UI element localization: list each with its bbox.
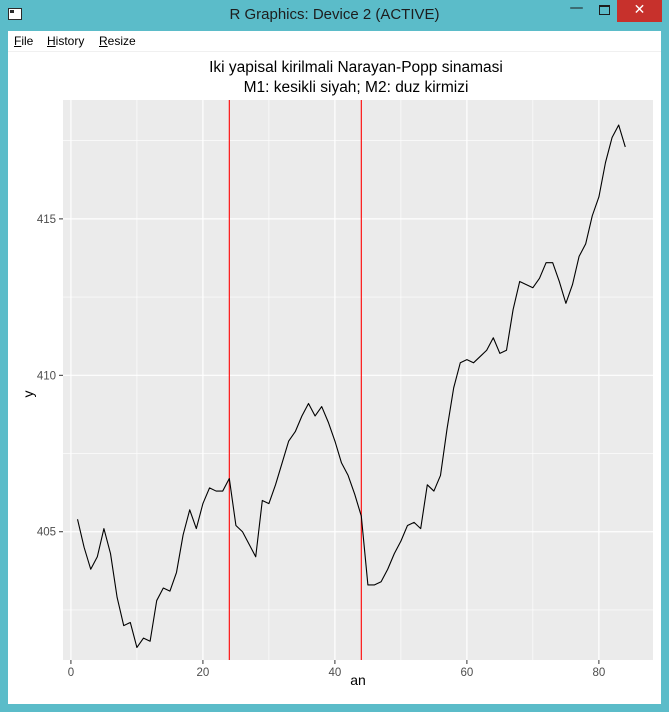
- close-icon: ✕: [633, 2, 646, 18]
- x-tick-label: 60: [460, 667, 473, 679]
- menu-history-label: istory: [55, 34, 85, 48]
- y-tick-label: 410: [37, 370, 56, 382]
- menu-file-label: ile: [21, 34, 34, 48]
- menu-file[interactable]: File: [14, 34, 33, 48]
- minimize-button[interactable]: —: [563, 0, 590, 22]
- plot-panel: [63, 100, 653, 660]
- menu-resize-hotkey: R: [99, 34, 108, 48]
- maximize-button[interactable]: [590, 0, 617, 22]
- x-tick-label: 0: [68, 667, 74, 679]
- menu-history[interactable]: History: [47, 34, 84, 48]
- close-button[interactable]: ✕: [617, 0, 662, 22]
- major-gridlines: [63, 100, 653, 660]
- app-icon[interactable]: [8, 8, 22, 20]
- x-tick-label: 20: [197, 667, 210, 679]
- menu-bar: File History Resize: [8, 31, 661, 52]
- menu-resize-label: esize: [107, 34, 136, 48]
- menu-history-hotkey: H: [47, 34, 56, 48]
- y-tick-label: 415: [37, 214, 56, 226]
- chart-title: Iki yapisal kirilmali Narayan-Popp sinam…: [209, 59, 503, 76]
- window-title: R Graphics: Device 2 (ACTIVE): [229, 6, 440, 23]
- menu-resize[interactable]: Resize: [99, 34, 136, 48]
- chart-subtitle: M1: kesikli siyah; M2: duz kirmizi: [244, 79, 469, 96]
- axes: 0 20 40 60 80 405 410 415: [37, 214, 605, 679]
- maximize-icon: [599, 5, 610, 15]
- menu-file-hotkey: F: [14, 34, 22, 48]
- chart-area: Iki yapisal kirilmali Narayan-Popp sinam…: [8, 52, 661, 704]
- y-axis-label: y: [20, 391, 36, 398]
- x-tick-label: 80: [592, 667, 605, 679]
- series-line: [76, 124, 626, 649]
- minor-gridlines: [63, 100, 653, 660]
- graphics-device: File History Resize Iki yapisal kirilmal…: [8, 31, 661, 704]
- minimize-icon: —: [569, 0, 584, 16]
- x-tick-label: 40: [329, 667, 342, 679]
- line-chart: Iki yapisal kirilmali Narayan-Popp sinam…: [20, 59, 653, 688]
- y-tick-label: 405: [37, 527, 56, 539]
- x-axis-label: an: [350, 672, 366, 688]
- break-lines: [228, 100, 362, 660]
- series-lines: [76, 124, 626, 649]
- title-bar[interactable]: R Graphics: Device 2 (ACTIVE) — ✕: [0, 0, 669, 31]
